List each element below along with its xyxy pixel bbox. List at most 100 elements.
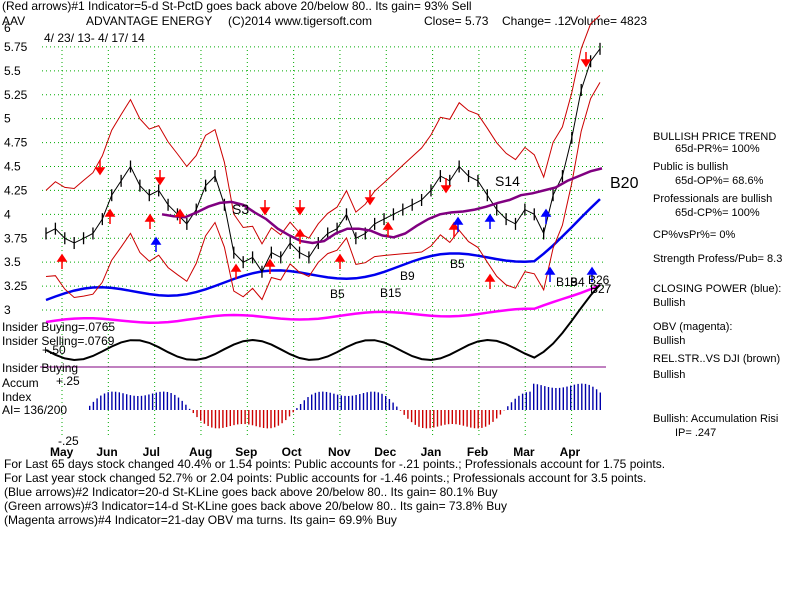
signal-label: B9	[400, 269, 415, 283]
blue-arrow	[544, 266, 556, 282]
insider-buying-label-2: Insider Buying	[2, 361, 78, 375]
plus25-label: +.25	[56, 374, 80, 388]
footer-line-1: For Last 65 days stock changed 40.4% or …	[4, 457, 665, 471]
x-tick-label: Nov	[328, 445, 351, 459]
accum-label: Accum	[2, 376, 39, 390]
footer-line-3: (Blue arrows)#2 Indicator=20-d St-KLine …	[4, 485, 498, 499]
blue-arrow	[150, 236, 162, 252]
signal-label: B20	[610, 175, 639, 192]
public-bullish: Public is bullish	[653, 161, 728, 173]
op-value: 65d-OP%= 68.6%	[675, 175, 764, 187]
x-tick-label: Aug	[189, 445, 212, 459]
closing-power-status: Bullish	[653, 297, 685, 309]
closing-power-line	[45, 198, 601, 302]
y-tick-label: 4.25	[4, 183, 28, 197]
x-tick-label: May	[50, 445, 74, 459]
header-indicator-line: (Red arrows)#1 Indicator=5-d St-PctD goe…	[2, 0, 472, 13]
red-arrow	[174, 208, 186, 224]
pros-bullish: Professionals are bullish	[653, 193, 772, 205]
volume-value: Volume= 4823	[570, 14, 647, 28]
x-tick-label: Jun	[96, 445, 117, 459]
index-label: Index	[2, 390, 31, 404]
y-tick-label: 5.25	[4, 88, 28, 102]
red-arrow	[580, 52, 592, 68]
red-arrow	[94, 160, 106, 176]
red-arrow	[154, 170, 166, 186]
axis-top-label: 6	[4, 21, 11, 35]
signal-label: B26	[588, 273, 610, 287]
company-name: ADVANTAGE ENERGY	[86, 14, 212, 28]
red-arrow	[144, 213, 156, 229]
accum-risk-label: Bullish: Accumulation Risi	[653, 413, 778, 425]
signal-label: S3	[232, 201, 249, 217]
signal-label: B15	[380, 286, 402, 300]
date-range: 4/ 23/ 13- 4/ 17/ 14	[44, 31, 145, 45]
red-arrow	[264, 258, 276, 274]
plus50-label: +.50	[42, 343, 66, 357]
cp-vs-pr: CP%vsPr%= 0%	[653, 229, 735, 241]
signal-label: S14	[495, 173, 520, 189]
signal-label: B19	[556, 275, 578, 289]
x-tick-label: Sep	[235, 445, 257, 459]
red-arrow	[334, 253, 346, 269]
signal-arrows	[56, 52, 598, 289]
red-arrow	[364, 190, 376, 206]
red-arrow	[382, 221, 394, 237]
closing-power-label: CLOSING POWER (blue):	[653, 283, 781, 295]
copyright: (C)2014 www.tigersoft.com	[228, 14, 372, 28]
x-tick-label: Feb	[467, 445, 488, 459]
footer-line-4: (Green arrows)#3 Indicator=14-d St-KLine…	[4, 499, 507, 513]
ai-label: AI= 136/200	[2, 403, 67, 417]
footer-line-5: (Magenta arrows)#4 Indicator=21-day OBV …	[4, 513, 397, 527]
y-tick-label: 4.75	[4, 136, 28, 150]
indicator-panel	[40, 198, 606, 429]
relstr-status: Bullish	[653, 369, 685, 381]
change-value: Change= .12	[502, 14, 571, 28]
insider-selling-label: Insider Selling=.0769	[2, 334, 115, 348]
red-arrow	[440, 178, 452, 194]
y-tick-label: 3	[4, 303, 11, 317]
price-series	[45, 14, 603, 301]
obv-line	[45, 284, 601, 324]
y-tick-label: 4	[4, 207, 11, 221]
y-tick-label: 3.5	[4, 255, 21, 269]
x-tick-labels: May Jun Jul Aug Sep Oct Nov Dec Jan Feb Mar Apr	[50, 445, 581, 459]
x-tick-label: Jan	[421, 445, 442, 459]
red-arrow	[230, 263, 242, 279]
y-tick-label: 5.75	[4, 40, 28, 54]
y-tick-labels: 5.75 5.5 5.25 5 4.75 4.5 4.25 4 3.75 3.5 3.25 3	[4, 40, 28, 317]
moving-average	[161, 167, 603, 245]
minus25-label: -.25	[58, 434, 79, 448]
ip-value: IP= .247	[675, 427, 716, 439]
price-line	[45, 48, 601, 273]
ticker: AAV	[2, 14, 25, 28]
red-arrow	[294, 228, 306, 244]
signal-label: B5	[330, 287, 345, 301]
red-arrow	[294, 200, 306, 216]
x-tick-label: Oct	[282, 445, 302, 459]
red-arrow	[484, 273, 496, 289]
blue-arrow	[586, 266, 598, 282]
y-tick-label: 5	[4, 112, 11, 126]
trend-title: BULLISH PRICE TREND	[653, 131, 776, 143]
signal-label: B27	[590, 282, 612, 296]
upper-band	[45, 14, 601, 245]
signal-label: B5	[450, 257, 465, 271]
y-tick-label: 3.25	[4, 279, 28, 293]
footer-line-2: For Last year stock changed 52.7% or 2.0…	[4, 471, 646, 485]
obv-label: OBV (magenta):	[653, 321, 732, 333]
red-arrow	[56, 253, 68, 269]
y-tick-label: 3.75	[4, 231, 28, 245]
close-value: Close= 5.73	[424, 14, 489, 28]
lower-band	[45, 82, 601, 301]
x-tick-label: Dec	[374, 445, 396, 459]
relstr-label: REL.STR..VS DJI (brown)	[653, 353, 780, 365]
signal-label: B4	[570, 275, 585, 289]
y-tick-label: 5.5	[4, 64, 21, 78]
blue-arrow	[484, 213, 496, 229]
grid	[42, 46, 604, 435]
x-tick-label: Jul	[143, 445, 160, 459]
cp-value: 65d-CP%= 100%	[675, 207, 760, 219]
